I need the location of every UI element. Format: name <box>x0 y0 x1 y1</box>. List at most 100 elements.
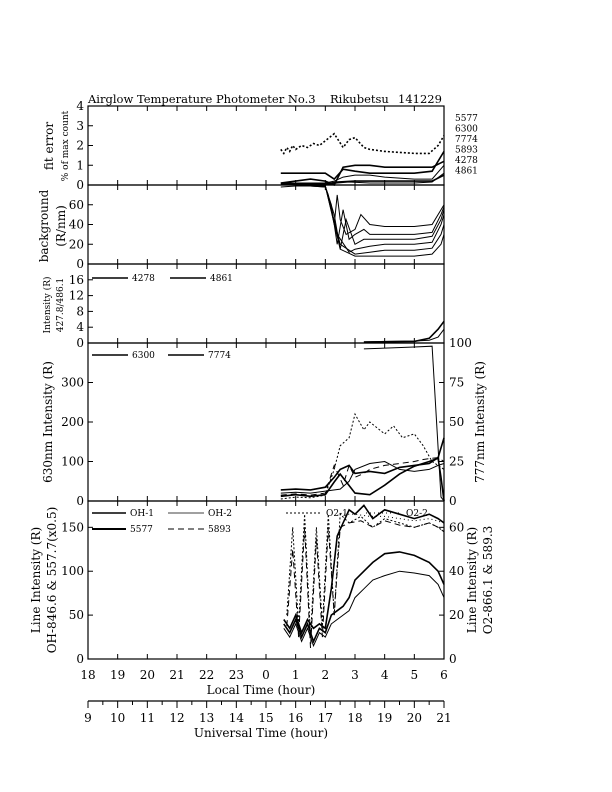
right-axis-label: Line Intensity (R) <box>465 527 479 633</box>
y-tick-label: 300 <box>61 376 84 390</box>
series-line-o2-2 <box>340 513 445 524</box>
series-line-bg4 <box>280 184 445 253</box>
figure-title: Airglow Temperature Photometer No.3 <box>87 92 316 106</box>
universal-time-axis: 9 10 11 12 13 14 15 16 17 18 19 20 21 <box>84 700 452 725</box>
legend-4278: 4278 <box>132 274 155 284</box>
local-time-tick-label: 2 <box>322 668 330 682</box>
universal-time-tick-label: 11 <box>140 711 155 725</box>
y-tick-label: 1 <box>76 158 84 172</box>
local-time-tick-label: 18 <box>80 668 95 682</box>
y-tick-label-right: 50 <box>449 415 464 429</box>
legend-oh-2: OH-2 <box>208 509 232 519</box>
y-tick-label: 0 <box>76 652 84 666</box>
y-tick-label-right: 75 <box>449 376 464 390</box>
universal-time-label: Universal Time (hour) <box>194 726 328 740</box>
universal-time-tick-label: 18 <box>347 711 362 725</box>
background-label: background <box>37 189 51 262</box>
y-tick-label: 12 <box>69 289 84 303</box>
universal-time-tick-label: 12 <box>169 711 184 725</box>
side-label-7774: 7774 <box>455 135 478 145</box>
fit-error-label: fit error <box>42 122 56 170</box>
universal-time-tick-label: 15 <box>258 711 273 725</box>
local-time-tick-label: 0 <box>262 668 270 682</box>
local-time-tick-label: 5 <box>411 668 419 682</box>
y-tick-label-right: 0 <box>449 494 457 508</box>
y-tick-label: 200 <box>61 415 84 429</box>
series-line-6300 <box>280 437 445 491</box>
universal-time-tick-label: 13 <box>199 711 214 725</box>
series-line-bg2 <box>280 184 445 245</box>
y-tick-label-right: 100 <box>449 336 472 350</box>
panel-background: 0 20 40 60 background (R/nm) <box>37 184 445 271</box>
legend-7774: 7774 <box>208 351 231 361</box>
series-line-7774 <box>280 457 445 502</box>
series-line-bg6 <box>280 184 445 257</box>
y-tick-label: 150 <box>61 520 84 534</box>
series-line-thin <box>280 460 445 494</box>
series-line-bg1 <box>280 185 445 236</box>
blue-intensity-label: Intensity (R) <box>42 277 53 334</box>
local-time-axis: 18 19 20 21 22 23 0 1 2 3 4 5 6 <box>80 668 447 682</box>
series-line-dotted <box>280 412 445 500</box>
universal-time-tick-label: 9 <box>84 711 92 725</box>
side-label-5577: 5577 <box>455 114 478 124</box>
y-tick-label: 4 <box>76 99 84 113</box>
y-tick-label: 0 <box>76 257 84 271</box>
y-tick-label-right: 20 <box>449 608 464 622</box>
series-line-4861 <box>280 174 445 185</box>
y-tick-label: 100 <box>61 564 84 578</box>
universal-time-tick-label: 19 <box>377 711 392 725</box>
y-tick-label: 60 <box>69 198 84 212</box>
series-line-5893 <box>286 520 445 649</box>
legend-o2-2: O2-2 <box>406 509 428 519</box>
local-time-tick-label: 23 <box>229 668 244 682</box>
legend: 6300 7774 <box>92 351 231 361</box>
y-tick-label-right: 25 <box>449 455 464 469</box>
background-unit-label: (R/nm) <box>54 205 68 247</box>
legend-5893: 5893 <box>208 525 231 535</box>
local-time-tick-label: 22 <box>199 668 214 682</box>
y-tick-label: 2 <box>76 139 84 153</box>
series-line-4861 <box>363 320 445 343</box>
legend: OH-1 OH-2 O2-1 O2-2 5577 5893 <box>92 509 428 535</box>
y-tick-label: 100 <box>61 455 84 469</box>
date-code: 141229 <box>398 92 442 106</box>
legend-o2-1: O2-1 <box>326 509 348 519</box>
series-line-6300 <box>280 150 445 181</box>
legend: 4278 4861 <box>92 274 233 284</box>
universal-time-tick-label: 14 <box>229 711 245 725</box>
local-time-tick-label: 1 <box>292 668 300 682</box>
local-time-tick-label: 19 <box>110 668 125 682</box>
series-line-5577 <box>280 132 445 155</box>
y-tick-label: 4 <box>76 320 84 334</box>
universal-time-tick-label: 20 <box>407 711 422 725</box>
y-tick-label-right: 40 <box>449 564 464 578</box>
local-time-tick-label: 4 <box>381 668 389 682</box>
local-time-tick-label: 3 <box>351 668 359 682</box>
legend-6300: 6300 <box>132 351 155 361</box>
y-tick-label: 40 <box>69 218 84 232</box>
series-line-bg3 <box>280 184 445 250</box>
panel-line-intensity: 0 50 100 150 0 20 40 60 Line Intensity (R) OH-8… <box>29 500 495 666</box>
series-line-5577 <box>283 504 445 635</box>
left-axis-sub-label: OH-846.6 & 557.7(x0.5) <box>45 507 59 654</box>
local-time-tick-label: 21 <box>169 668 184 682</box>
y-tick-label-right: 0 <box>449 652 457 666</box>
left-axis-label: Line Intensity (R) <box>29 527 43 633</box>
universal-time-tick-label: 21 <box>436 711 451 725</box>
series-line-oh-2 <box>283 570 445 648</box>
side-label-4861: 4861 <box>455 167 478 177</box>
right-axis-sub-label: O2-866.1 & 589.3 <box>481 526 495 635</box>
local-time-tick-label: 6 <box>440 668 448 682</box>
fit-error-unit-label: % of max count <box>61 110 71 181</box>
series-line-o2-1 <box>286 513 445 638</box>
y-tick-label-right: 60 <box>449 520 464 534</box>
legend-oh-1: OH-1 <box>130 509 154 519</box>
series-line-drop <box>363 345 445 502</box>
legend-5577: 5577 <box>130 525 153 535</box>
local-time-tick-label: 20 <box>140 668 155 682</box>
side-label-5893: 5893 <box>455 146 478 156</box>
y-tick-label: 50 <box>69 608 84 622</box>
panel-red-intensity: 0 100 200 300 0 25 50 75 100 630nm Intensity (R)… <box>41 336 487 508</box>
y-tick-label: 8 <box>76 304 84 318</box>
